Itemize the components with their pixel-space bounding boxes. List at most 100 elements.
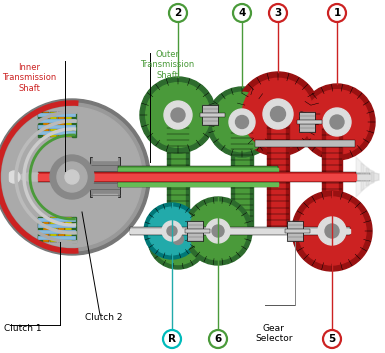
Circle shape <box>330 115 344 129</box>
Bar <box>285 229 310 233</box>
Circle shape <box>318 217 346 245</box>
Circle shape <box>269 4 287 22</box>
Polygon shape <box>361 163 369 191</box>
Bar <box>38 230 76 234</box>
Circle shape <box>167 226 177 236</box>
Bar <box>50 217 57 242</box>
Bar <box>93 155 117 160</box>
Circle shape <box>292 191 372 271</box>
Circle shape <box>323 108 351 136</box>
Bar <box>118 166 278 173</box>
Circle shape <box>146 83 210 147</box>
Circle shape <box>323 330 341 348</box>
Circle shape <box>298 197 366 265</box>
Circle shape <box>172 233 184 245</box>
Bar <box>38 218 76 222</box>
Circle shape <box>163 330 181 348</box>
Circle shape <box>209 330 227 348</box>
Bar <box>187 221 203 241</box>
Bar <box>130 229 350 233</box>
Bar <box>38 174 356 180</box>
Bar <box>42 217 49 242</box>
Bar <box>250 127 253 227</box>
Bar <box>231 127 234 227</box>
Bar <box>287 221 303 241</box>
Polygon shape <box>371 172 379 182</box>
Bar <box>290 173 370 181</box>
Circle shape <box>184 197 252 265</box>
Bar <box>130 227 350 235</box>
Bar <box>202 105 218 125</box>
Bar <box>299 112 315 132</box>
Bar <box>38 112 42 137</box>
Polygon shape <box>356 157 364 197</box>
Bar <box>267 122 289 232</box>
Bar <box>38 119 76 123</box>
Circle shape <box>0 103 146 251</box>
Circle shape <box>0 99 150 255</box>
Circle shape <box>57 162 87 192</box>
Bar <box>186 122 189 232</box>
Bar <box>65 112 72 137</box>
Circle shape <box>207 87 277 157</box>
Circle shape <box>299 84 375 160</box>
Bar <box>185 229 210 233</box>
Circle shape <box>212 92 272 152</box>
Bar <box>322 129 325 225</box>
Bar <box>38 172 356 182</box>
Circle shape <box>233 4 251 22</box>
Circle shape <box>152 214 204 264</box>
Bar <box>167 122 170 232</box>
Bar <box>200 113 225 117</box>
Bar <box>118 168 278 172</box>
Text: Clutch 2: Clutch 2 <box>85 313 122 322</box>
Bar <box>50 112 57 137</box>
Bar <box>231 127 253 227</box>
Text: Outer
Transmission
Shaft: Outer Transmission Shaft <box>140 50 194 80</box>
Bar <box>286 122 289 232</box>
Bar <box>38 131 76 135</box>
Circle shape <box>236 115 248 128</box>
Circle shape <box>65 170 79 184</box>
Bar <box>290 175 370 179</box>
Text: 6: 6 <box>214 334 222 344</box>
Circle shape <box>305 90 369 154</box>
Bar <box>167 122 189 232</box>
Bar <box>339 129 342 225</box>
Text: 2: 2 <box>174 8 182 18</box>
Bar <box>118 182 278 186</box>
Circle shape <box>271 107 286 121</box>
Bar <box>322 129 342 225</box>
Bar <box>267 122 270 232</box>
Bar <box>118 180 278 187</box>
Circle shape <box>229 109 255 135</box>
Circle shape <box>263 99 293 129</box>
Bar <box>38 125 76 129</box>
Circle shape <box>162 221 182 241</box>
Bar <box>65 217 72 242</box>
Text: Gear
Selector: Gear Selector <box>255 324 293 343</box>
Circle shape <box>164 101 192 129</box>
Text: 5: 5 <box>328 334 336 344</box>
Circle shape <box>242 78 314 150</box>
Text: 3: 3 <box>275 8 281 18</box>
Bar <box>90 157 120 197</box>
Circle shape <box>2 107 142 247</box>
Bar <box>38 236 76 240</box>
Bar <box>72 217 76 242</box>
Text: Inner
Transmission
Shaft: Inner Transmission Shaft <box>2 63 56 93</box>
Circle shape <box>328 4 346 22</box>
Text: 1: 1 <box>333 8 341 18</box>
Bar <box>38 113 76 117</box>
Bar <box>58 112 65 137</box>
Text: 4: 4 <box>238 8 246 18</box>
Bar <box>93 194 117 199</box>
Circle shape <box>171 108 185 122</box>
Circle shape <box>50 155 94 199</box>
Bar <box>58 217 65 242</box>
Circle shape <box>206 219 230 243</box>
Circle shape <box>144 203 200 259</box>
Circle shape <box>189 202 247 260</box>
Bar <box>38 217 42 242</box>
Text: Clutch 1: Clutch 1 <box>4 324 42 333</box>
